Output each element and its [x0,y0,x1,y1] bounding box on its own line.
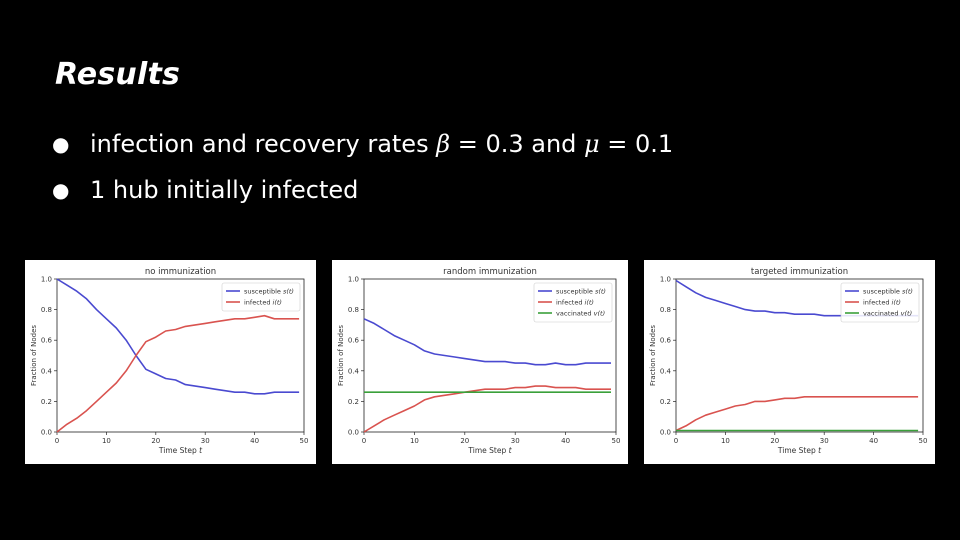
chart-title: no immunization [145,267,216,277]
series-line [363,318,611,366]
y-tick-label: 0.8 [41,306,52,314]
series-line [675,396,919,432]
y-tick-label: 0.4 [41,367,53,375]
x-tick-label: 10 [721,437,730,445]
beta-symbol: β [436,130,451,158]
legend-label: infected i(t) [556,299,594,307]
legend-box [221,282,301,312]
chart-title: targeted immunization [751,267,848,277]
y-tick-label: 0.6 [348,337,360,345]
legend-label: infected i(t) [863,299,901,307]
x-tick-label: 10 [410,437,419,445]
x-tick-label: 20 [770,437,779,445]
bullet-dot-icon: ● [52,132,70,156]
bullet-text: = 0.1 [599,130,674,158]
plot-frame [363,278,617,433]
x-axis-label: Time Step t [158,446,203,455]
y-tick-label: 1.0 [348,276,359,284]
x-axis-label: Time Step t [777,446,822,455]
legend-label: infected i(t) [244,299,282,307]
legend-label: vaccinated v(t) [863,310,912,318]
x-axis-label: Time Step t [467,446,512,455]
legend-label: susceptible s(t) [556,288,606,296]
x-tick-label: 50 [612,437,621,445]
y-tick-label: 0.2 [348,398,359,406]
x-tick-label: 40 [561,437,570,445]
chart-title: random immunization [443,267,537,277]
bullet-item-hub: ● 1 hub initially infected [50,172,673,218]
y-tick-label: 0.0 [660,429,671,437]
y-tick-label: 0.0 [348,429,359,437]
y-tick-label: 0.8 [348,306,359,314]
x-tick-label: 0 [362,437,366,445]
y-tick-label: 1.0 [660,276,671,284]
y-tick-label: 1.0 [41,276,52,284]
chart-random-immunization: random immunization 0 10 20 30 40 50 0.0 0.2 0.4 0… [332,260,628,464]
bullet-text: infection and recovery rates [90,130,437,158]
bullet-text: = 0.3 and [450,130,585,158]
bullet-list: ● infection and recovery rates β = 0.3 a… [50,126,673,218]
y-tick-label: 0.4 [660,367,672,375]
bullet-text: 1 hub initially infected [90,176,359,204]
bullet-item-rates: ● infection and recovery rates β = 0.3 a… [50,126,673,172]
x-tick-label: 20 [460,437,469,445]
y-tick-label: 0.2 [41,398,52,406]
bullet-dot-icon: ● [52,178,70,202]
x-tick-label: 30 [820,437,829,445]
mu-symbol: μ [584,130,600,158]
plot-frame [675,278,924,433]
x-tick-label: 50 [919,437,928,445]
series-line [363,385,611,433]
plot-frame [56,278,305,433]
chart-targeted-immunization: targeted immunization 0 10 20 30 40 50 0.0 0.2 0.… [644,260,935,464]
x-tick-label: 40 [869,437,878,445]
y-axis-label: Fraction of Nodes [649,325,657,386]
y-tick-label: 0.8 [660,306,671,314]
x-tick-label: 0 [674,437,678,445]
x-tick-label: 30 [201,437,210,445]
y-tick-label: 0.0 [41,429,52,437]
y-tick-label: 0.6 [660,337,672,345]
y-tick-label: 0.6 [41,337,53,345]
x-tick-label: 20 [151,437,160,445]
chart-svg: no immunization 0 10 20 30 40 50 0.0 0.2 0.4 0.6 0.… [30,267,309,455]
legend-box [840,282,920,323]
x-tick-label: 0 [55,437,59,445]
legend-label: susceptible s(t) [863,288,913,296]
x-tick-label: 30 [511,437,520,445]
x-tick-label: 10 [102,437,111,445]
chart-no-immunization: no immunization 0 10 20 30 40 50 0.0 0.2 0.4 0.6 0.… [25,260,316,464]
y-axis-label: Fraction of Nodes [30,325,38,386]
slide-title: Results [55,57,181,92]
legend-label: vaccinated v(t) [556,310,605,318]
legend-box [533,282,613,323]
chart-svg: targeted immunization 0 10 20 30 40 50 0.0 0.2 0.… [649,267,928,455]
series-line [56,278,300,395]
legend-label: susceptible s(t) [244,288,294,296]
chart-svg: random immunization 0 10 20 30 40 50 0.0 0.2 0.4 0… [337,267,621,455]
y-tick-label: 0.4 [348,367,360,375]
x-tick-label: 50 [300,437,309,445]
y-axis-label: Fraction of Nodes [337,325,345,386]
x-tick-label: 40 [250,437,259,445]
series-line [56,314,300,433]
y-tick-label: 0.2 [660,398,671,406]
